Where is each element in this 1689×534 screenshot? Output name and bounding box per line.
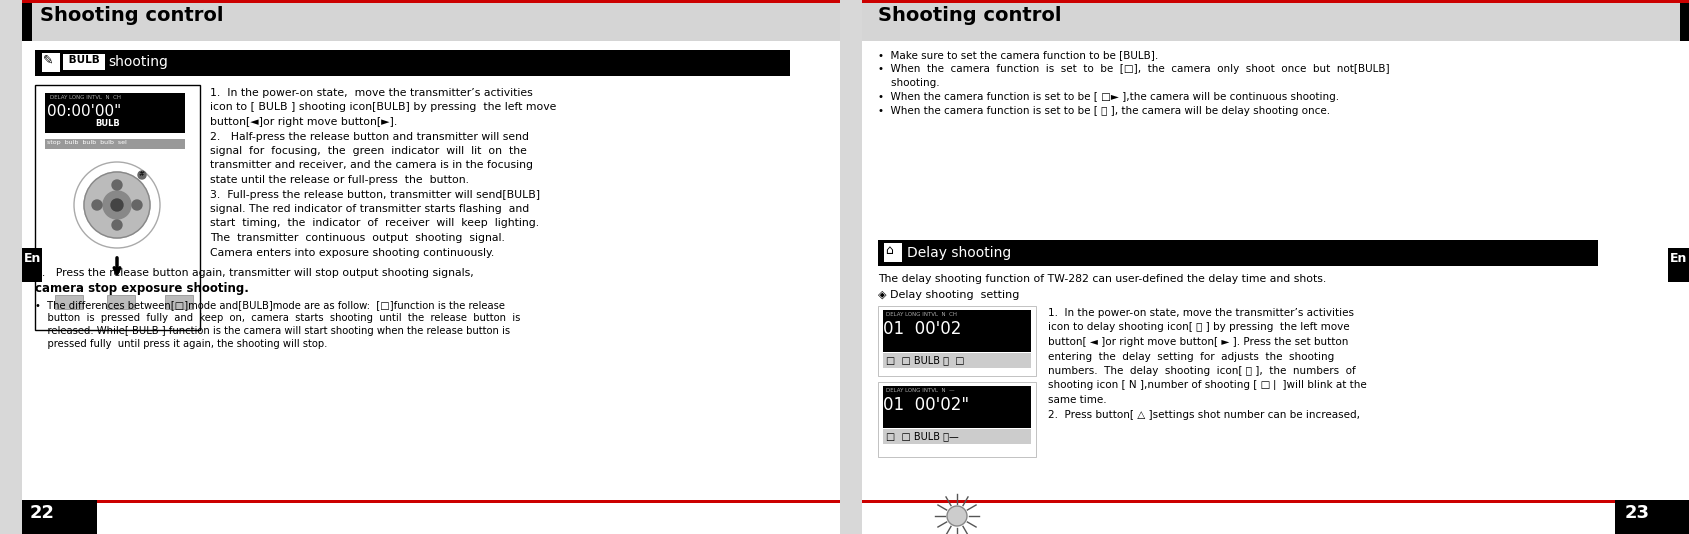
Text: Camera enters into exposure shooting continuously.: Camera enters into exposure shooting con…	[209, 247, 493, 257]
Text: •  Make sure to set the camera function to be [BULB].: • Make sure to set the camera function t…	[878, 50, 1157, 60]
Text: Delay shooting: Delay shooting	[907, 246, 1010, 260]
Text: □  □ BULB ⏲  □: □ □ BULB ⏲ □	[885, 355, 964, 365]
Text: •  When  the  camera  function  is  set  to  be  [□],  the  camera  only  shoot : • When the camera function is set to be …	[878, 64, 1388, 74]
Circle shape	[111, 180, 122, 190]
Bar	[861, 0, 1689, 3]
Text: icon to [ BULB ] shooting icon[BULB] by pressing  the left move: icon to [ BULB ] shooting icon[BULB] by …	[209, 103, 556, 113]
Text: state until the release or full-press  the  button.: state until the release or full-press th…	[209, 175, 470, 185]
Text: shooting icon [ N ],number of shooting [ □❘ ]will blink at the: shooting icon [ N ],number of shooting […	[1047, 381, 1366, 390]
Text: DELAY LONG INTVL  N  CH: DELAY LONG INTVL N CH	[885, 312, 956, 317]
Text: 2.   Half-press the release button and transmitter will send: 2. Half-press the release button and tra…	[209, 131, 529, 142]
Text: BULB: BULB	[95, 119, 120, 128]
Bar	[42, 53, 61, 72]
Text: En: En	[1669, 252, 1686, 265]
Bar	[22, 0, 839, 3]
Bar	[22, 3, 32, 41]
Bar	[878, 382, 1035, 457]
Text: 3.  Full-press the release button, transmitter will send[BULB]: 3. Full-press the release button, transm…	[209, 190, 540, 200]
Text: •  When the camera function is set to be [ ⏲ ], the camera will be delay shootin: • When the camera function is set to be …	[878, 106, 1329, 116]
Text: DELAY LONG INTVL  N  CH: DELAY LONG INTVL N CH	[51, 95, 122, 100]
Bar	[22, 0, 839, 534]
Text: Shooting control: Shooting control	[878, 6, 1061, 25]
Bar	[882, 429, 1030, 444]
Text: released. While[ BULB ] function is the camera will start shooting when the rele: released. While[ BULB ] function is the …	[35, 326, 510, 336]
Bar	[861, 500, 1689, 503]
Text: #: #	[138, 171, 144, 177]
Text: stop  bulb  bulb  bulb  sel: stop bulb bulb bulb sel	[47, 140, 127, 145]
Text: same time.: same time.	[1047, 395, 1106, 405]
Bar	[46, 139, 184, 149]
Bar	[56, 295, 83, 309]
Text: The  transmitter  continuous  output  shooting  signal.: The transmitter continuous output shooti…	[209, 233, 505, 243]
Bar	[22, 3, 839, 41]
Text: signal. The red indicator of transmitter starts flashing  and: signal. The red indicator of transmitter…	[209, 204, 529, 214]
Bar	[22, 500, 96, 534]
Text: 2.  Press button[ △ ]settings shot number can be increased,: 2. Press button[ △ ]settings shot number…	[1047, 410, 1360, 420]
Bar	[35, 85, 199, 330]
Text: En: En	[24, 252, 41, 265]
Text: □  □ BULB ⏲—: □ □ BULB ⏲—	[885, 431, 958, 441]
Text: start  timing,  the  indicator  of  receiver  will  keep  lighting.: start timing, the indicator of receiver …	[209, 218, 539, 229]
Text: signal  for  focusing,  the  green  indicator  will  lit  on  the: signal for focusing, the green indicator…	[209, 146, 527, 156]
Bar	[883, 243, 902, 262]
Bar	[1679, 3, 1689, 41]
Bar	[106, 295, 135, 309]
Circle shape	[103, 191, 132, 219]
Bar	[861, 0, 1689, 534]
Text: numbers.  The  delay  shooting  icon[ ⏲ ],  the  numbers  of: numbers. The delay shooting icon[ ⏲ ], t…	[1047, 366, 1355, 376]
Text: 22: 22	[30, 504, 56, 522]
Bar	[882, 386, 1030, 428]
Circle shape	[84, 172, 150, 238]
Bar	[882, 353, 1030, 368]
Bar	[166, 295, 193, 309]
Text: transmitter and receiver, and the camera is in the focusing: transmitter and receiver, and the camera…	[209, 161, 532, 170]
Text: 1.  In the power-on state,  move the transmitter’s activities: 1. In the power-on state, move the trans…	[209, 88, 532, 98]
Bar	[861, 3, 1689, 41]
Bar	[62, 54, 105, 70]
Text: entering  the  delay  setting  for  adjusts  the  shooting: entering the delay setting for adjusts t…	[1047, 351, 1333, 362]
Text: Shooting control: Shooting control	[41, 6, 223, 25]
Text: ⌂: ⌂	[885, 244, 892, 257]
Bar	[22, 248, 42, 282]
Text: button[ ◄ ]or right move button[ ► ]. Press the set button: button[ ◄ ]or right move button[ ► ]. Pr…	[1047, 337, 1348, 347]
Circle shape	[91, 200, 101, 210]
Circle shape	[946, 506, 966, 526]
Text: 01  00'02": 01 00'02"	[882, 396, 968, 414]
Text: •  The differences between[□]mode and[BULB]mode are as follow:  [□]function is t: • The differences between[□]mode and[BUL…	[35, 300, 505, 310]
Text: ◈ Delay shooting  setting: ◈ Delay shooting setting	[878, 290, 1018, 300]
Circle shape	[111, 220, 122, 230]
Bar	[22, 500, 839, 503]
Text: DELAY LONG INTVL  N  —: DELAY LONG INTVL N —	[885, 388, 954, 393]
Text: camera stop exposure shooting.: camera stop exposure shooting.	[35, 282, 248, 295]
Text: pressed fully  until press it again, the shooting will stop.: pressed fully until press it again, the …	[35, 339, 328, 349]
Text: BULB: BULB	[64, 55, 103, 65]
Text: ✎: ✎	[42, 54, 54, 67]
Text: 00:00'00": 00:00'00"	[47, 104, 122, 119]
Text: icon to delay shooting icon[ ⏲ ] by pressing  the left move: icon to delay shooting icon[ ⏲ ] by pres…	[1047, 323, 1350, 333]
Circle shape	[138, 171, 145, 179]
Bar	[1615, 500, 1689, 534]
Text: •  When the camera function is set to be [ □► ],the camera will be continuous sh: • When the camera function is set to be …	[878, 92, 1338, 102]
Bar	[878, 240, 1598, 266]
Bar	[1667, 248, 1689, 282]
Text: shooting.: shooting.	[878, 78, 939, 88]
Bar	[35, 50, 789, 76]
Text: The delay shooting function of TW-282 can user-defined the delay time and shots.: The delay shooting function of TW-282 ca…	[878, 274, 1326, 284]
Bar	[882, 310, 1030, 352]
Text: button  is  pressed  fully  and  keep  on,  camera  starts  shooting  until  the: button is pressed fully and keep on, cam…	[35, 313, 520, 323]
Text: button[◄]or right move button[►].: button[◄]or right move button[►].	[209, 117, 397, 127]
Circle shape	[132, 200, 142, 210]
Text: shooting: shooting	[108, 55, 167, 69]
Bar	[46, 93, 184, 133]
Circle shape	[111, 199, 123, 211]
Text: 4.   Press the release button again, transmitter will stop output shooting signa: 4. Press the release button again, trans…	[35, 268, 473, 278]
Text: 1.  In the power-on state, move the transmitter’s activities: 1. In the power-on state, move the trans…	[1047, 308, 1353, 318]
Text: 23: 23	[1625, 504, 1648, 522]
Bar	[878, 306, 1035, 376]
Text: 01  00'02: 01 00'02	[882, 320, 961, 338]
